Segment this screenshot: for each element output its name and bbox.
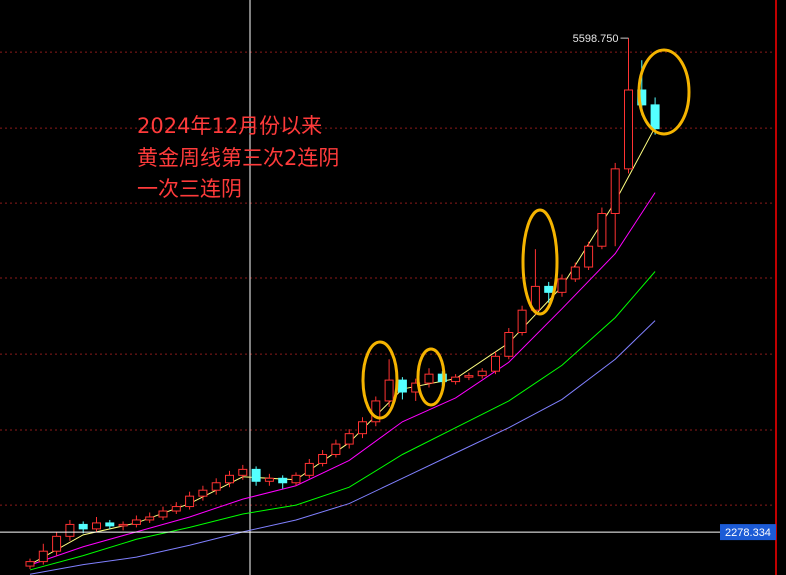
candle-body — [145, 516, 155, 521]
candle-body — [198, 489, 208, 497]
annotation-line: 黄金周线第三次2连阴 — [137, 146, 339, 170]
candle-body — [570, 266, 580, 280]
candle-body — [344, 433, 354, 445]
candle-body — [624, 89, 633, 170]
moving-average-line — [29, 320, 656, 575]
candle-body — [331, 443, 341, 455]
candle-body — [397, 379, 407, 393]
candle-body — [424, 373, 434, 384]
candle-body — [185, 495, 195, 508]
candle-body — [544, 285, 554, 293]
candle-body — [291, 474, 301, 484]
candles — [25, 38, 660, 570]
oval — [637, 48, 691, 136]
candle-body — [610, 168, 620, 214]
candle-body — [597, 212, 607, 247]
candle-body — [105, 522, 115, 527]
highlight-ovals — [361, 48, 691, 420]
candle-body — [304, 462, 314, 476]
candle-body — [52, 535, 62, 552]
candle-body — [557, 278, 567, 293]
candle-body — [437, 373, 447, 383]
candle-body — [118, 523, 128, 527]
candle-body — [25, 561, 35, 567]
candle-body — [384, 379, 394, 402]
candle-body — [251, 468, 261, 482]
candle-body — [451, 376, 461, 383]
annotation-line: 一次三连阴 — [137, 177, 242, 201]
crosshair-label-box — [720, 524, 776, 541]
candle-body — [211, 482, 221, 491]
candle-body — [477, 370, 487, 377]
grid — [0, 51, 776, 506]
crosshair-label: 2278.334 — [725, 527, 771, 539]
candle-body — [278, 477, 288, 484]
oval — [416, 347, 446, 407]
max-marker-label: 5598.750 — [573, 33, 619, 45]
oval — [361, 340, 399, 420]
oval — [521, 208, 559, 316]
candle-body — [131, 519, 141, 525]
candle-body — [358, 421, 367, 435]
candle-body — [517, 309, 527, 334]
annotation-line: 2024年12月份以来 — [137, 114, 322, 138]
moving-average-line — [29, 271, 656, 571]
candle-body — [158, 510, 168, 518]
candle-body — [225, 474, 234, 484]
markers: 5598.750 2278.334 — [0, 33, 776, 541]
candle-body — [650, 104, 660, 130]
candle-body — [491, 355, 500, 372]
candle-body — [464, 375, 474, 378]
candle-body — [65, 523, 75, 537]
candle-body — [38, 550, 48, 563]
candle-body — [92, 522, 101, 530]
candle-body — [238, 468, 248, 476]
candle-body — [318, 453, 328, 464]
candle-body — [171, 506, 181, 512]
candle-body — [78, 523, 88, 530]
candle-body — [504, 332, 514, 357]
candle-body — [584, 245, 594, 268]
candle-body — [264, 477, 274, 482]
